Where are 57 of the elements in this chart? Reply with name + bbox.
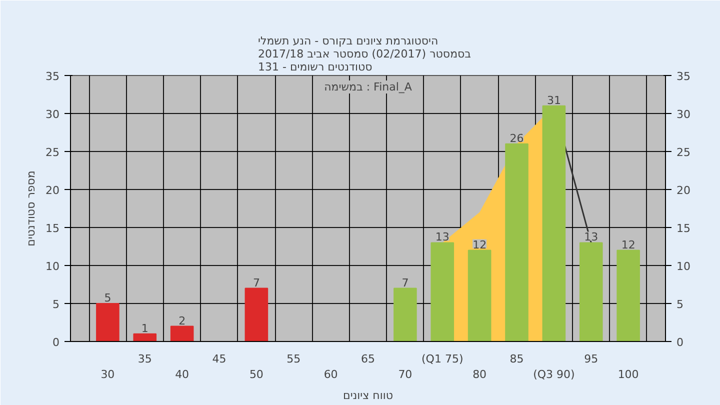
bar — [133, 333, 157, 342]
y2-tick-label: 10 — [676, 260, 690, 273]
x-tick-label: 35 — [138, 352, 152, 366]
y-axis-title: מספר סטודנטים — [24, 170, 38, 246]
y-tick-label: 35 — [46, 70, 60, 83]
y2-tick-label: 15 — [676, 222, 690, 235]
x-tick-label: (Q1 75) — [422, 352, 464, 366]
x-tick-label: 50 — [249, 368, 264, 382]
data-label: 7 — [402, 276, 409, 290]
bar — [96, 303, 120, 342]
x-tick-label: 60 — [324, 368, 338, 382]
y-tick-label: 10 — [46, 260, 60, 273]
chart-title: היסטוגרמת ציונים בקורס - הנע תשמלי בסמסטר (02/2017) סמסטר אביב 2017/18 סטודנטים רשומים - 131 — [258, 34, 472, 74]
x-tick-label: 40 — [175, 368, 190, 382]
bar — [468, 250, 492, 342]
x-axis-title: טווח ציונים — [343, 389, 393, 402]
bar — [616, 250, 640, 342]
x-tick-label: 65 — [361, 352, 375, 366]
y2-tick-label: 30 — [676, 108, 690, 121]
data-label: 5 — [104, 292, 112, 304]
y-tick-label: 15 — [46, 222, 60, 235]
data-label: 1 — [141, 322, 148, 335]
y-tick-label: 0 — [52, 336, 60, 349]
y-tick-label: 5 — [52, 298, 60, 311]
x-tick-label: (Q3 90) — [533, 368, 575, 382]
x-tick-label: 45 — [212, 352, 226, 366]
data-label: 26 — [510, 132, 524, 145]
y2-tick-label: 5 — [676, 298, 684, 311]
bar — [579, 242, 603, 342]
data-label: 2 — [178, 314, 186, 328]
bar — [430, 242, 454, 342]
bar — [394, 288, 417, 342]
x-tick-label: 85 — [510, 352, 524, 366]
y2-tick-label: 25 — [676, 146, 690, 159]
bar — [505, 143, 528, 342]
data-label: 12 — [621, 238, 636, 252]
bar — [542, 105, 566, 342]
data-label: 13 — [435, 230, 450, 244]
data-label: 12 — [472, 238, 487, 252]
x-tick-label: 70 — [398, 368, 412, 382]
annotation: במשימה : Final_A — [324, 80, 412, 94]
x-tick-label: 100 — [618, 368, 639, 382]
y2-tick-label: 35 — [676, 70, 690, 83]
x-tick-label: 80 — [472, 368, 487, 382]
data-label: 31 — [546, 94, 561, 107]
data-label: 7 — [252, 276, 260, 290]
x-tick-label: 30 — [100, 368, 115, 382]
y2-tick-label: 0 — [676, 336, 684, 349]
y-tick-label: 20 — [46, 184, 60, 197]
x-tick-label: 95 — [584, 352, 598, 366]
y-tick-label: 30 — [46, 108, 60, 121]
y-tick-label: 25 — [46, 146, 60, 159]
bar — [170, 326, 194, 342]
x-tick-label: 55 — [286, 352, 301, 366]
y2-tick-label: 20 — [676, 184, 690, 197]
data-label: 13 — [584, 230, 598, 244]
bar — [244, 288, 268, 342]
